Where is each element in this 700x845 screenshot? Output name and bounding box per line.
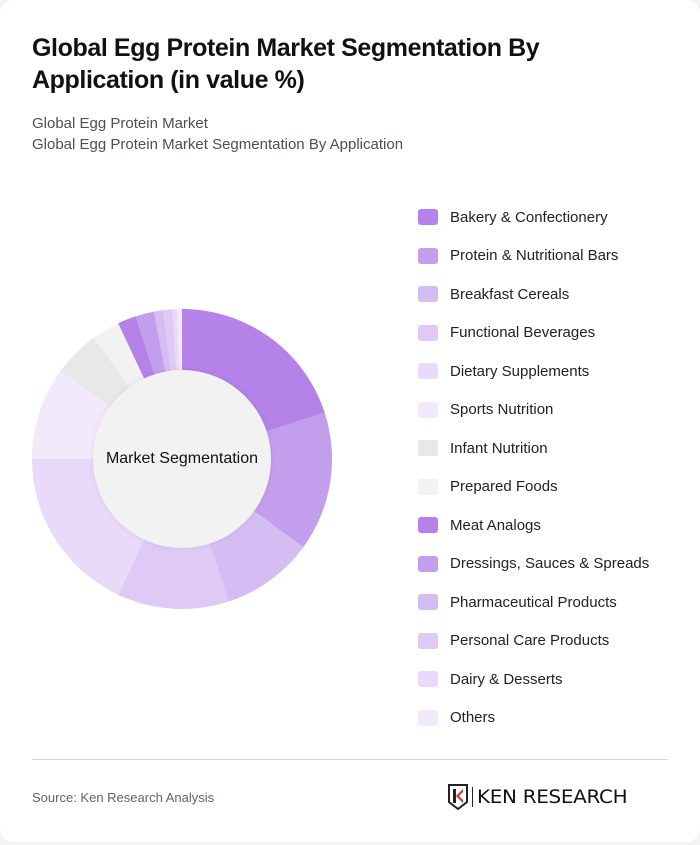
legend-swatch xyxy=(418,594,438,611)
legend-item[interactable]: Prepared Foods xyxy=(418,468,649,507)
ken-research-logo: KEN RESEARCH xyxy=(447,784,628,810)
subtitle: Global Egg Protein Market Global Egg Pro… xyxy=(32,113,403,155)
legend-swatch xyxy=(418,517,438,534)
donut-center xyxy=(93,370,271,548)
legend-label: Bakery & Confectionery xyxy=(450,208,608,226)
legend-item[interactable]: Pharmaceutical Products xyxy=(418,583,649,622)
legend-label: Protein & Nutritional Bars xyxy=(450,247,619,265)
legend-item[interactable]: Breakfast Cereals xyxy=(418,275,649,314)
legend-label: Meat Analogs xyxy=(450,516,541,534)
logo-text: KEN RESEARCH xyxy=(477,786,628,808)
logo-separator xyxy=(472,787,473,807)
legend-item[interactable]: Sports Nutrition xyxy=(418,391,649,430)
ken-logo-icon xyxy=(448,784,468,810)
legend-swatch xyxy=(418,401,438,418)
legend-label: Pharmaceutical Products xyxy=(450,593,617,611)
legend-swatch xyxy=(418,440,438,457)
legend-item[interactable]: Functional Beverages xyxy=(418,314,649,353)
legend-swatch xyxy=(418,286,438,303)
legend-swatch xyxy=(418,632,438,649)
subtitle-market: Global Egg Protein Market xyxy=(32,115,208,132)
legend-swatch xyxy=(418,209,438,226)
legend: Bakery & Confectionery Protein & Nutritio… xyxy=(418,198,649,737)
donut-chart: Market Segmentation xyxy=(32,309,332,609)
legend-item[interactable]: Dressings, Sauces & Spreads xyxy=(418,545,649,584)
legend-item[interactable]: Infant Nutrition xyxy=(418,429,649,468)
legend-item[interactable]: Personal Care Products xyxy=(418,622,649,661)
donut-svg xyxy=(32,309,332,609)
legend-swatch xyxy=(418,363,438,380)
legend-label: Breakfast Cereals xyxy=(450,285,570,303)
legend-item[interactable]: Bakery & Confectionery xyxy=(418,198,649,237)
legend-label: Dressings, Sauces & Spreads xyxy=(450,555,650,573)
legend-item[interactable]: Others xyxy=(418,699,649,738)
legend-label: Infant Nutrition xyxy=(450,439,548,457)
source-text: Source: Ken Research Analysis xyxy=(32,790,215,805)
footer-divider xyxy=(32,759,668,760)
legend-swatch xyxy=(418,671,438,688)
legend-label: Functional Beverages xyxy=(450,324,596,342)
legend-item[interactable]: Dietary Supplements xyxy=(418,352,649,391)
legend-label: Dietary Supplements xyxy=(450,362,590,380)
subtitle-segmentation: Global Egg Protein Market Segmentation B… xyxy=(32,136,404,153)
legend-swatch xyxy=(418,324,438,341)
legend-label: Sports Nutrition xyxy=(450,401,554,419)
legend-item[interactable]: Dairy & Desserts xyxy=(418,660,649,699)
legend-swatch xyxy=(418,555,438,572)
legend-label: Personal Care Products xyxy=(450,632,610,650)
legend-item[interactable]: Meat Analogs xyxy=(418,506,649,545)
legend-item[interactable]: Protein & Nutritional Bars xyxy=(418,237,649,276)
legend-swatch xyxy=(418,478,438,495)
chart-title: Global Egg Protein Market Segmentation B… xyxy=(32,34,540,94)
legend-label: Others xyxy=(450,709,496,727)
legend-swatch xyxy=(418,247,438,264)
legend-label: Dairy & Desserts xyxy=(450,670,563,688)
legend-label: Prepared Foods xyxy=(450,478,558,496)
legend-swatch xyxy=(418,709,438,726)
